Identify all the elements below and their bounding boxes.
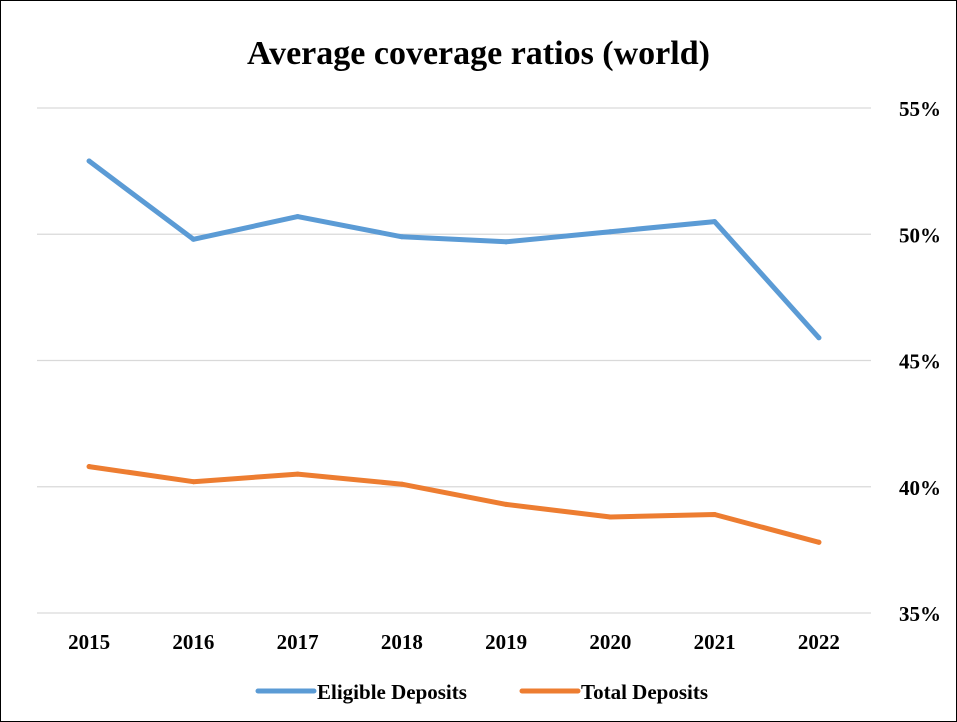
data-point xyxy=(295,214,301,220)
x-tick-label: 2019 xyxy=(485,630,527,654)
legend-item: Eligible Deposits xyxy=(255,680,467,704)
data-point xyxy=(712,219,718,225)
x-tick-label: 2021 xyxy=(694,630,736,654)
series-eligible-deposits xyxy=(86,158,822,341)
x-tick-label: 2016 xyxy=(172,630,214,654)
data-point xyxy=(399,234,405,240)
series-total-deposits xyxy=(86,464,822,545)
y-axis-tick-labels: 55% 50% 45% 40% 35% xyxy=(899,97,941,626)
data-point xyxy=(503,239,509,245)
data-point xyxy=(712,512,718,518)
series-line xyxy=(86,158,822,341)
legend-label: Eligible Deposits xyxy=(317,680,467,704)
chart-title: Average coverage ratios (world) xyxy=(247,35,710,72)
x-tick-label: 2022 xyxy=(798,630,840,654)
data-point xyxy=(295,471,301,477)
y-tick-label: 50% xyxy=(899,223,941,247)
x-axis-tick-labels: 2015 2016 2017 2018 2019 2020 2021 2022 xyxy=(68,630,840,654)
data-point xyxy=(86,158,92,164)
data-point xyxy=(86,464,92,470)
legend-label: Total Deposits xyxy=(581,680,708,704)
data-point xyxy=(503,501,509,507)
y-tick-label: 55% xyxy=(899,97,941,121)
x-tick-label: 2017 xyxy=(277,630,319,654)
x-tick-label: 2015 xyxy=(68,630,110,654)
data-point xyxy=(816,335,822,341)
gridlines xyxy=(37,107,871,614)
data-point xyxy=(607,514,613,520)
x-tick-label: 2018 xyxy=(381,630,423,654)
y-tick-label: 40% xyxy=(899,476,941,500)
series-lines xyxy=(86,158,822,545)
data-point xyxy=(190,236,196,242)
data-point xyxy=(816,539,822,545)
legend-item: Total Deposits xyxy=(519,680,708,704)
legend: Eligible Deposits Total Deposits xyxy=(255,680,708,704)
data-point xyxy=(399,481,405,487)
y-tick-label: 45% xyxy=(899,350,941,374)
data-point xyxy=(190,479,196,485)
data-point xyxy=(607,229,613,235)
y-tick-label: 35% xyxy=(899,602,941,626)
series-line xyxy=(86,464,822,545)
x-tick-label: 2020 xyxy=(589,630,631,654)
